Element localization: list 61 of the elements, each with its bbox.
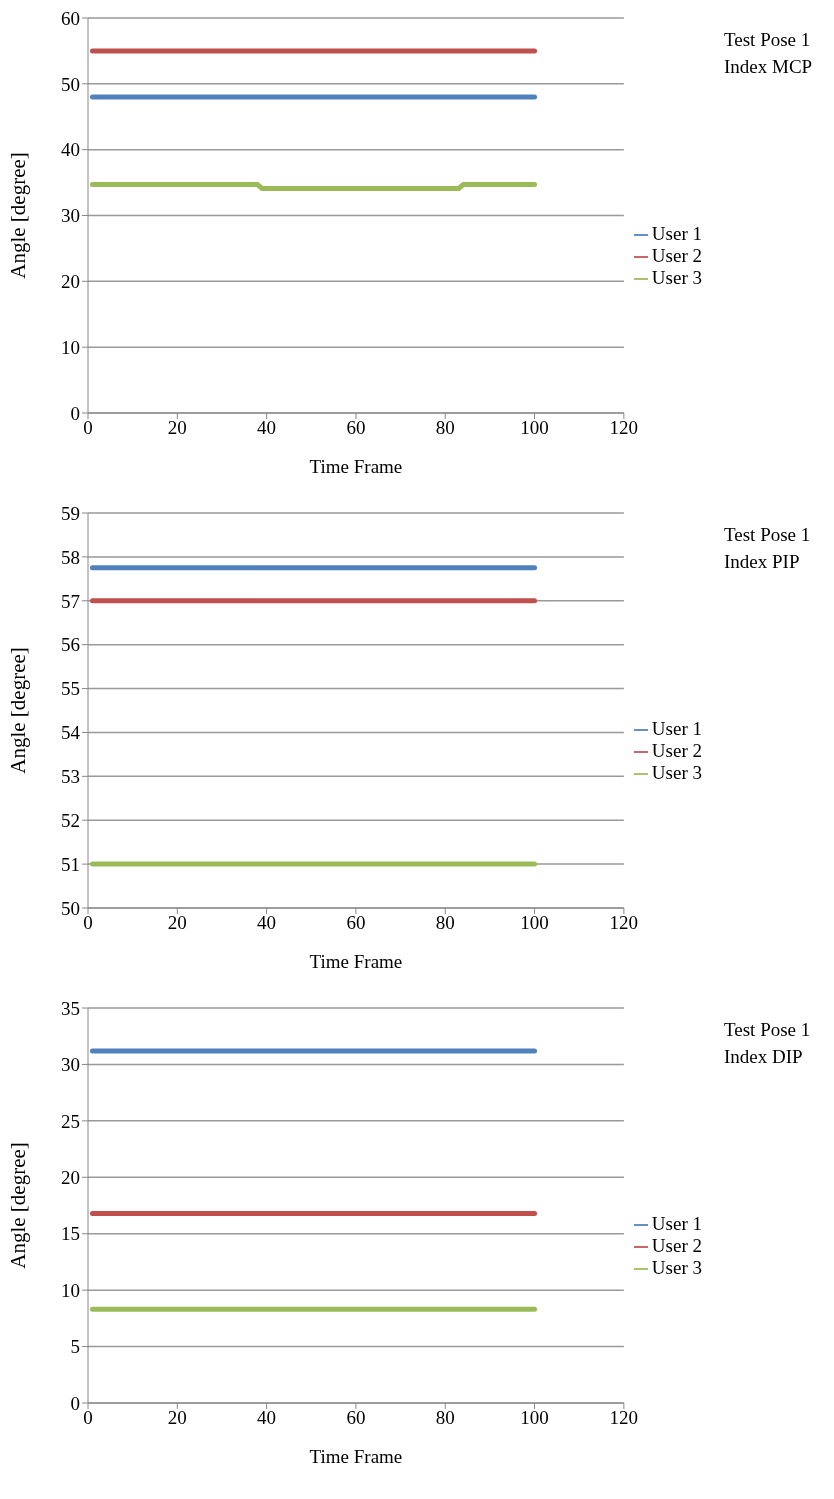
y-tick-label: 0	[70, 1392, 80, 1414]
y-tick-label: 56	[61, 634, 80, 656]
y-tick-label: 52	[61, 809, 80, 831]
x-tick-label: 60	[346, 1407, 366, 1429]
y-tick-label: 15	[61, 1223, 80, 1245]
y-tick-label: 10	[61, 336, 80, 358]
legend-label: User 1	[651, 222, 702, 244]
y-tick-label: 10	[61, 1279, 80, 1301]
y-tick-label: 55	[61, 678, 80, 700]
legend-label: User 1	[651, 717, 702, 739]
legend-label: User 2	[651, 739, 702, 761]
x-tick-label: 100	[520, 1407, 549, 1429]
x-tick-label: 40	[257, 417, 277, 439]
y-axis-title: Angle [degree]	[6, 647, 31, 774]
x-tick-label: 80	[435, 417, 455, 439]
y-tick-label: 0	[70, 402, 80, 424]
y-tick-label: 50	[61, 897, 80, 919]
x-tick-label: 60	[346, 912, 366, 934]
y-tick-label: 25	[61, 1110, 80, 1132]
x-tick-label: 20	[167, 1407, 187, 1429]
legend-label: User 1	[651, 1212, 702, 1234]
x-axis-title: Time Frame	[309, 456, 403, 477]
legend-label: User 2	[651, 1234, 702, 1256]
legend-title: Test Pose 1 Index DIP	[724, 1019, 811, 1067]
x-tick-label: 40	[257, 1407, 277, 1429]
y-tick-label: 58	[61, 546, 80, 568]
legend-label: User 3	[651, 1256, 702, 1278]
x-tick-label: 120	[609, 1407, 639, 1429]
x-tick-label: 100	[520, 417, 549, 439]
x-axis-title: Time Frame	[309, 1446, 403, 1467]
x-tick-label: 120	[609, 912, 639, 934]
x-tick-label: 40	[257, 912, 277, 934]
y-tick-label: 60	[61, 7, 80, 29]
x-tick-label: 80	[435, 912, 455, 934]
x-tick-label: 20	[167, 912, 187, 934]
legend-title: Test Pose 1 Index MCP	[724, 29, 813, 77]
legend-label: User 3	[651, 761, 702, 783]
x-tick-label: 20	[167, 417, 187, 439]
y-axis-title: Angle [degree]	[6, 1142, 31, 1269]
y-axis-title: Angle [degree]	[6, 152, 31, 279]
legend-label: User 2	[651, 244, 702, 266]
y-tick-label: 57	[61, 590, 80, 612]
x-tick-label: 60	[346, 417, 366, 439]
y-tick-label: 59	[61, 502, 80, 524]
legend-title: Test Pose 1 Index PIP	[724, 524, 811, 572]
legend-label: User 3	[651, 266, 702, 288]
x-tick-label: 120	[609, 417, 639, 439]
x-tick-label: 100	[520, 912, 549, 934]
y-tick-label: 53	[61, 766, 80, 788]
y-tick-label: 35	[61, 997, 80, 1019]
y-tick-label: 30	[61, 1054, 80, 1076]
x-tick-label: 80	[435, 1407, 455, 1429]
y-tick-label: 30	[61, 205, 80, 227]
y-tick-label: 5	[70, 1336, 80, 1358]
y-tick-label: 50	[61, 73, 80, 95]
y-tick-label: 20	[61, 271, 80, 293]
y-tick-label: 20	[61, 1167, 80, 1189]
x-axis-title: Time Frame	[309, 951, 403, 972]
y-tick-label: 51	[61, 853, 80, 875]
y-tick-label: 40	[61, 139, 80, 161]
y-tick-label: 54	[61, 722, 81, 744]
